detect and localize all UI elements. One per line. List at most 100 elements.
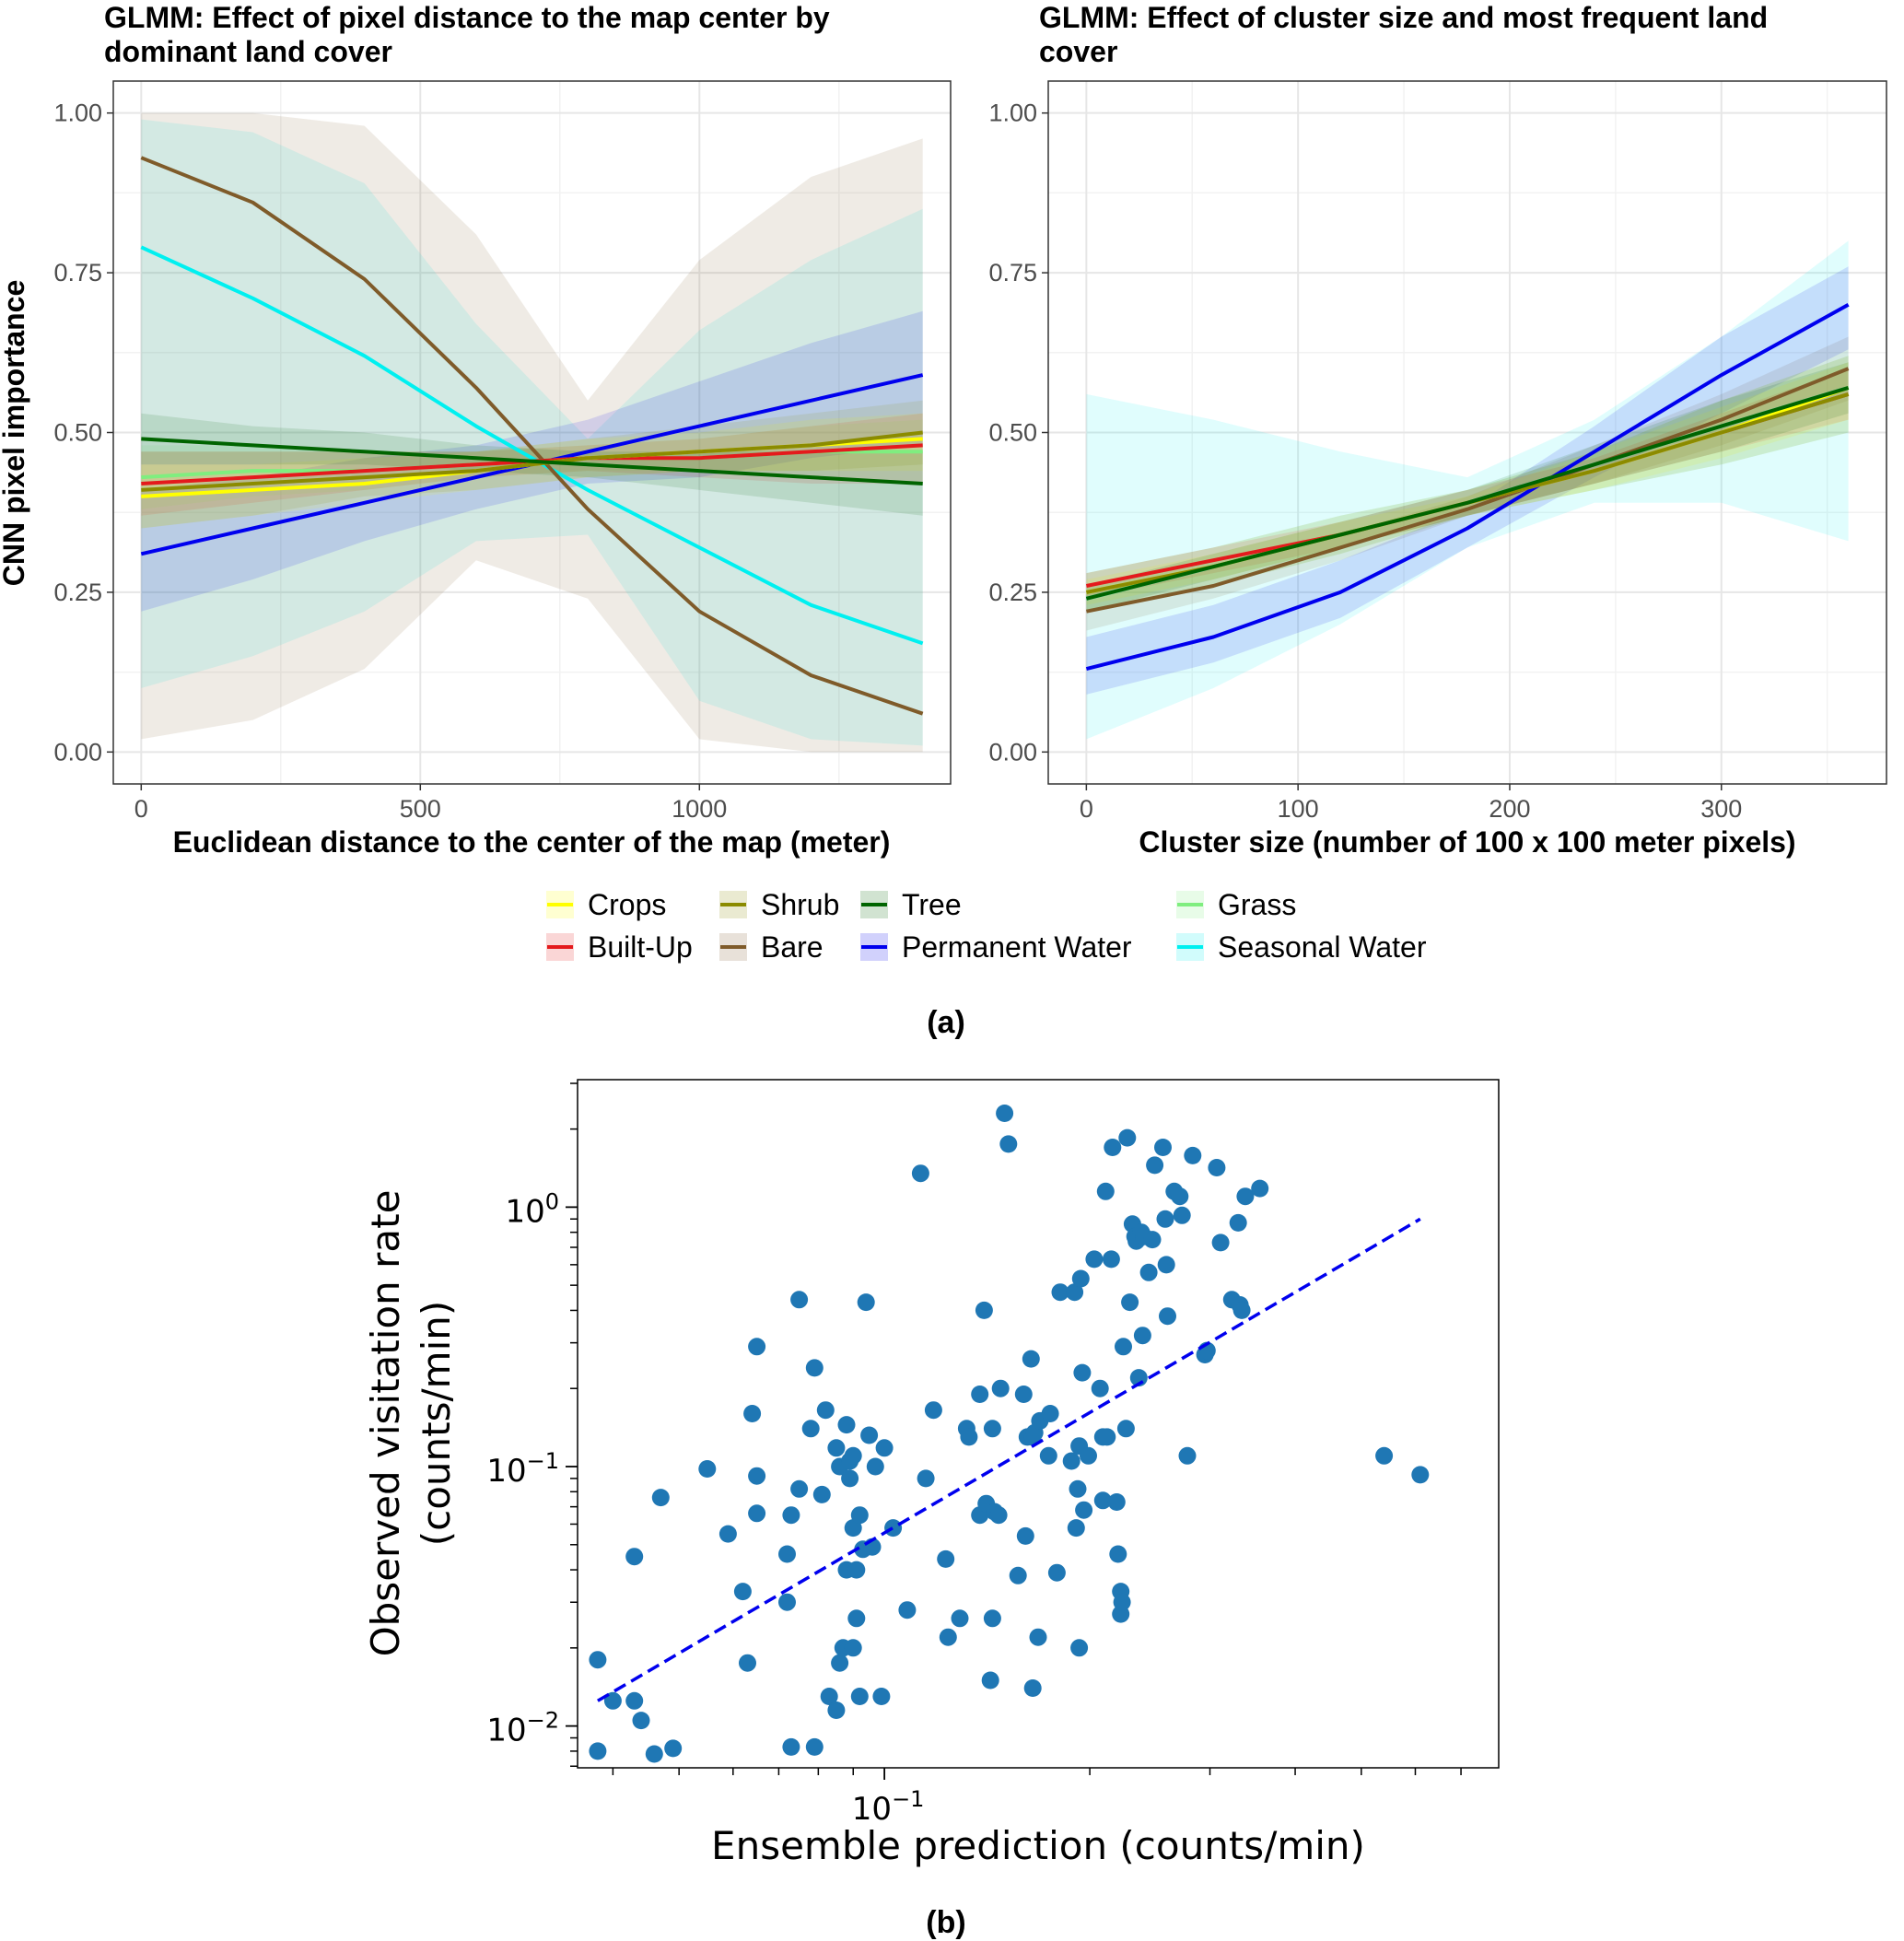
scatter-point: [589, 1651, 607, 1669]
l-line-tree: [141, 437, 923, 485]
scatter-point: [827, 1439, 846, 1457]
caption-a: (a): [927, 1005, 965, 1040]
scatter-point: [1041, 1405, 1059, 1422]
scatter-point: [951, 1609, 969, 1628]
right-title-line2: cover: [1039, 35, 1117, 68]
scatter-point: [827, 1701, 846, 1719]
scatter-point: [1171, 1187, 1189, 1206]
legend-item-crops: Crops: [546, 888, 666, 921]
scatter-point: [996, 1105, 1014, 1122]
scatter-point: [1208, 1159, 1226, 1176]
legend-label: Built-Up: [588, 930, 693, 964]
r-x-tick-label: 0: [1080, 795, 1093, 823]
l-y-tick-label: 0.25: [53, 579, 102, 606]
scatter-y-tick-label: 10−2: [486, 1708, 559, 1749]
scatter-x-tick-label: 10−1: [852, 1786, 925, 1828]
scatter-point: [1156, 1210, 1174, 1228]
scatter-point: [975, 1301, 993, 1319]
scatter-point: [1104, 1139, 1122, 1156]
scatter-point: [664, 1739, 683, 1758]
right-confidence-bands: [1086, 240, 1849, 740]
scatter-point: [739, 1654, 756, 1672]
scatter-point: [866, 1457, 884, 1476]
scatter-point: [1085, 1250, 1104, 1269]
scatter-point: [1113, 1593, 1131, 1611]
r-x-tick-label: 200: [1489, 795, 1530, 823]
scatter-point: [1016, 1526, 1034, 1545]
scatter-point: [1146, 1156, 1164, 1175]
r-line-permanent-water: [1085, 303, 1850, 672]
r-band-crops: [1086, 362, 1849, 605]
left-x-ticks: 0 500 1000: [134, 784, 727, 823]
r-y-tick-label: 0.00: [988, 738, 1037, 766]
scatter-point: [991, 1379, 1010, 1397]
scatter-point: [1047, 1563, 1066, 1582]
scatter-point: [1157, 1256, 1175, 1274]
l-y-tick-label: 0.00: [53, 738, 102, 766]
scatter-point: [1029, 1628, 1047, 1646]
r-y-tick-label: 0.75: [988, 259, 1037, 286]
scatter-point: [625, 1548, 644, 1566]
legend-item-permanent-water: Permanent Water: [860, 930, 1132, 964]
legend-item-seasonal-water: Seasonal Water: [1176, 930, 1427, 964]
right-gridlines: [1048, 81, 1886, 784]
l-x-tick-label: 1000: [672, 795, 727, 823]
scatter-point: [847, 1561, 866, 1579]
scatter-point: [1109, 1545, 1127, 1563]
scatter-point: [983, 1609, 1001, 1628]
legend-item-grass: Grass: [1176, 888, 1296, 921]
scatter-y-axis-label-line2: (counts/min): [414, 1301, 459, 1547]
legend-item-built-up: Built-Up: [546, 930, 693, 964]
scatter-point: [718, 1525, 737, 1543]
scatter-y-axis-label-line1: Observed visitation rate: [363, 1190, 408, 1657]
scatter-point: [782, 1737, 800, 1756]
scatter-point: [989, 1506, 1008, 1525]
scatter-point: [801, 1420, 820, 1438]
scatter-point: [917, 1469, 935, 1488]
scatter-point: [1023, 1679, 1042, 1697]
l-x-tick-label: 0: [134, 795, 148, 823]
r-x-tick-label: 100: [1278, 795, 1319, 823]
scatter-point: [831, 1654, 849, 1672]
scatter-point: [844, 1639, 862, 1657]
scatter-point: [844, 1446, 862, 1465]
scatter-point: [812, 1485, 831, 1503]
scatter-point: [911, 1164, 929, 1183]
scatter-point: [589, 1742, 607, 1760]
scatter-point: [1251, 1179, 1269, 1198]
r-band-bare: [1086, 336, 1849, 631]
left-confidence-bands: [141, 112, 923, 753]
scatter-point: [860, 1426, 879, 1444]
scatter-point: [1184, 1146, 1202, 1164]
scatter-point: [1116, 1420, 1135, 1438]
scatter-point: [999, 1135, 1018, 1153]
l-line-bare: [140, 156, 924, 716]
scatter-point: [1178, 1446, 1197, 1465]
scatter-point: [1062, 1452, 1080, 1470]
scatter-point: [820, 1688, 838, 1705]
scatter-point: [1107, 1493, 1126, 1511]
l-band-seasonal-water: [141, 119, 923, 746]
scatter-ticks: 10−1 10−2 10−1 100: [486, 1082, 1462, 1828]
scatter-point: [983, 1420, 1001, 1438]
scatter-point: [1375, 1446, 1394, 1465]
scatter-point: [816, 1401, 835, 1420]
legend: Crops Shrub Tree Grass Built-Up Bare Permanent…: [546, 888, 1427, 964]
scatter-point: [1159, 1307, 1176, 1326]
scatter-point: [1232, 1301, 1251, 1319]
scatter-point: [743, 1405, 762, 1422]
scatter-point: [872, 1688, 891, 1705]
legend-label: Seasonal Water: [1218, 930, 1427, 964]
l-y-tick-label: 0.50: [53, 419, 102, 447]
scatter-point: [625, 1691, 644, 1710]
scatter-point: [790, 1291, 809, 1309]
scatter-point: [847, 1609, 866, 1628]
right-y-ticks: 0.00 0.25 0.50 0.75 1.00: [988, 99, 1048, 766]
scatter-point: [1080, 1446, 1097, 1465]
scatter-point: [748, 1338, 766, 1356]
scatter-point: [748, 1504, 766, 1523]
scatter-point: [971, 1386, 989, 1403]
scatter-point: [1229, 1213, 1247, 1232]
l-y-tick-label: 1.00: [53, 99, 102, 127]
scatter-point: [1118, 1128, 1137, 1147]
